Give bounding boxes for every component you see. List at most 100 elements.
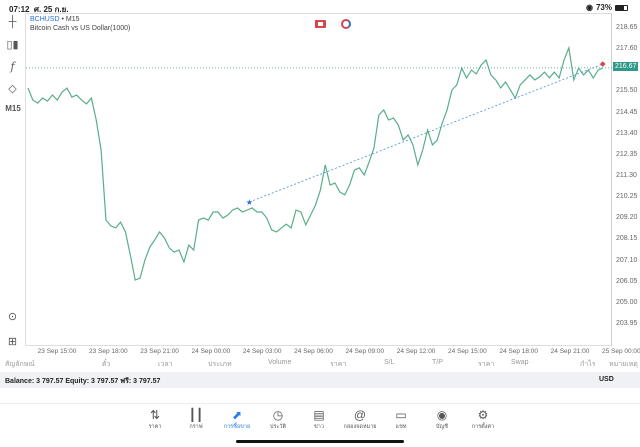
column-header: เวลา	[158, 361, 173, 368]
symbol-description: Bitcoin Cash vs US Dollar(1000)	[30, 25, 131, 32]
zoom-icon[interactable]: ⊙	[7, 311, 18, 323]
nav-label: บัญชี	[436, 424, 448, 430]
status-time: 07:12 ศ. 25 ก.ย.	[9, 3, 69, 16]
balance-text: Balance: 3 797.57 Equity: 3 797.57 ฟรี: …	[5, 378, 161, 385]
nav-item-chat[interactable]: ▭ แชท	[376, 408, 426, 431]
nav-label: การซื้อขาย	[223, 424, 251, 430]
left-toolbar: ┼ ▯▮ f ◇ M15 ⊙ ⊞	[0, 13, 25, 348]
column-header: ตั๋ว	[102, 361, 111, 368]
column-header: สัญลักษณ์	[5, 361, 35, 368]
nav-item-mailbox[interactable]: @ กล่องจดหมาย	[335, 408, 385, 431]
symbol-timeframe: M15	[65, 16, 80, 23]
nav-label: แชท	[395, 424, 407, 430]
price-line	[27, 45, 604, 281]
history-icon: ◷	[272, 408, 284, 422]
y-tick-label: 211.30	[616, 171, 637, 179]
x-tick-label: 24 Sep 09:00	[345, 348, 385, 355]
y-tick-label: 218.65	[616, 24, 638, 31]
trendline-start-handle[interactable]: ★	[246, 198, 253, 207]
indicator-f-icon[interactable]: f	[10, 60, 15, 73]
quotes-icon: ⇅	[149, 408, 161, 422]
y-tick-label: 205.00	[616, 298, 638, 306]
x-tick-label: 25 Sep 00:00	[601, 348, 640, 355]
nav-label: ราคา	[148, 424, 162, 430]
y-tick-label: 214.45	[616, 108, 638, 116]
symbol-info: BCHUSD • M15 Bitcoin Cash vs US Dollar(1…	[30, 15, 130, 33]
separator: •	[61, 16, 64, 23]
symbol-name[interactable]: BCHUSD	[30, 16, 60, 23]
column-header: กำไร	[580, 361, 596, 368]
nav-item-quotes[interactable]: ⇅ ราคา	[130, 408, 180, 431]
nav-label: กล่องจดหมาย	[343, 424, 377, 430]
battery-icon	[615, 4, 628, 11]
column-header: T/P	[432, 359, 443, 366]
timeframe-button[interactable]: M15	[5, 104, 21, 113]
shapes-icon[interactable]: ◇	[8, 83, 17, 95]
y-tick-label: 208.15	[616, 235, 638, 243]
x-tick-label: 24 Sep 21:00	[550, 348, 590, 355]
x-tick-label: 24 Sep 18:00	[499, 348, 539, 355]
x-tick-label: 24 Sep 15:00	[448, 348, 487, 355]
nav-item-history[interactable]: ◷ ประวัติ	[253, 408, 303, 431]
column-header: Volume	[268, 359, 292, 366]
one-click-trading-icon[interactable]	[315, 20, 326, 28]
currency: USD	[599, 376, 614, 383]
y-tick-label: 217.60	[616, 45, 638, 53]
balance-bar: Balance: 3 797.57 Equity: 3 797.57 ฟรี: …	[0, 372, 640, 388]
y-tick-label: 209.20	[616, 214, 638, 222]
column-header: ราคา	[478, 361, 495, 368]
settings-icon: ⚙	[477, 408, 489, 422]
date: ศ. 25 ก.ย.	[33, 5, 69, 14]
nav-label: ประวัติ	[269, 424, 287, 430]
y-tick-label: 212.35	[616, 150, 638, 158]
nav-item-settings[interactable]: ⚙ การตั้งค่า	[458, 408, 508, 431]
chart-area[interactable]	[25, 13, 612, 346]
nav-label: กราฟ	[189, 424, 203, 430]
positions-table-header: สัญลักษณ์ ตั๋ว เวลา ประเภท Volume ราคา S/L T/P ร…	[0, 359, 640, 370]
x-tick-label: 23 Sep 15:00	[37, 348, 77, 355]
x-tick-label: 24 Sep 12:00	[396, 348, 436, 355]
chat-icon: ▭	[395, 408, 407, 422]
nav-item-chart[interactable]: ┃┃ กราฟ	[171, 408, 221, 431]
y-tick-label: 210.25	[616, 193, 638, 201]
nav-item-news[interactable]: ▤ ข่าว	[294, 408, 344, 431]
wifi-icon: ◉	[586, 3, 593, 12]
news-icon: ▤	[313, 408, 325, 422]
y-tick-label: 215.50	[616, 87, 638, 95]
x-tick-label: 24 Sep 03:00	[242, 348, 282, 355]
column-header: Swap	[511, 359, 529, 366]
column-header: หมายเหตุ	[609, 361, 638, 368]
bottom-navigation: ⇅ ราคา ┃┃ กราฟ ⬈ การซื้อขาย ◷ ประวัติ ▤ ข่าว @ กล่อ…	[0, 403, 640, 447]
trade-icon: ⬈	[231, 408, 243, 422]
nav-item-trade[interactable]: ⬈ การซื้อขาย	[212, 408, 262, 431]
column-header: ราคา	[330, 361, 347, 368]
x-tick-label: 23 Sep 21:00	[140, 348, 179, 355]
add-icon[interactable]: ⊞	[7, 336, 18, 348]
status-bar: 07:12 ศ. 25 ก.ย. ◉ 73%	[0, 0, 640, 16]
column-header: S/L	[384, 359, 395, 366]
y-tick-label: 203.95	[616, 319, 638, 327]
y-tick-label: 213.40	[616, 129, 638, 137]
column-header: ประเภท	[208, 361, 232, 368]
trade-levels-icon[interactable]	[341, 19, 351, 29]
trendline[interactable]	[249, 63, 603, 203]
trendline-end-handle[interactable]	[599, 61, 606, 67]
chart-icon: ┃┃	[188, 408, 204, 422]
nav-item-account[interactable]: ◉ บัญชี	[417, 408, 467, 431]
mailbox-icon: @	[353, 408, 367, 422]
current-price-tag: 216.67	[613, 62, 639, 71]
y-tick-label: 207.10	[616, 256, 638, 264]
crosshair-icon[interactable]: ┼	[8, 16, 17, 28]
battery-percent: 73%	[595, 3, 612, 12]
clock: 07:12	[9, 5, 30, 14]
x-tick-label: 24 Sep 00:00	[191, 348, 231, 355]
account-icon: ◉	[436, 408, 448, 422]
price-chart: ★	[26, 45, 612, 281]
nav-label: การตั้งค่า	[471, 424, 495, 430]
x-tick-label: 24 Sep 06:00	[294, 348, 333, 355]
home-indicator	[236, 440, 404, 443]
nav-label: ข่าว	[314, 424, 324, 430]
candlestick-icon[interactable]: ▯▮	[6, 39, 19, 51]
y-tick-label: 206.05	[616, 277, 638, 285]
x-tick-label: 23 Sep 18:00	[88, 348, 128, 355]
